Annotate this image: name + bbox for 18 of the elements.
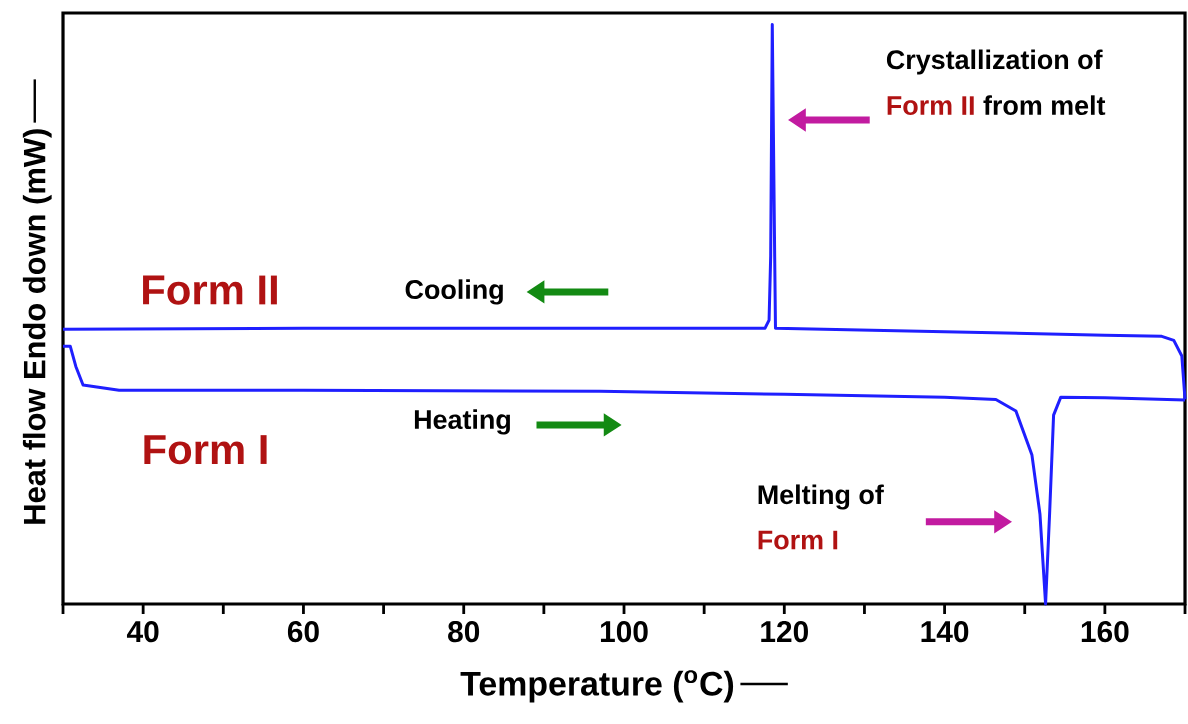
x-tick-label: 40 [126, 621, 159, 643]
annotation: Crystallization of [886, 49, 1103, 75]
annotation: Cooling [405, 279, 503, 305]
annotation: Form I [144, 435, 267, 465]
x-tick-label: 140 [921, 621, 969, 643]
x-tick-label: 60 [287, 621, 319, 643]
annotation: Form II [143, 275, 277, 305]
annotation: Form I [758, 530, 838, 550]
x-tick-label: 80 [448, 621, 480, 643]
annotation: from melt [983, 95, 1106, 116]
annotation: Form II [887, 96, 974, 116]
annotation: Heating [414, 409, 510, 435]
x-axis-title: Temperature ($^{o}$C) [460, 670, 734, 703]
x-tick-label: 160 [1081, 621, 1129, 643]
y-axis-title: Heat flow Endo down (mW) [22, 129, 52, 524]
annotation: Melting of [758, 484, 884, 510]
x-tick-label: 120 [761, 621, 808, 643]
x-tick-label: 100 [600, 621, 648, 643]
